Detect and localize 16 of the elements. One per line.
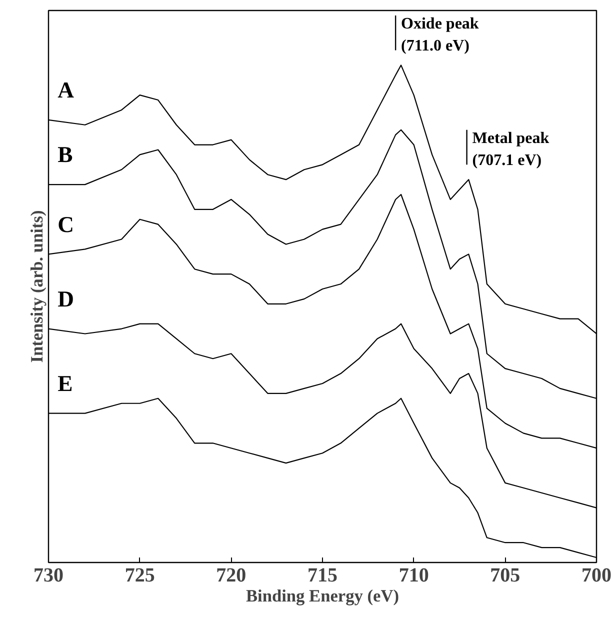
ref-line-label: Oxide peak (711.0 eV) — [401, 15, 479, 55]
ref-line-label: Metal peak (707.1 eV) — [472, 130, 550, 169]
x-axis-title: Binding Energy (eV) — [246, 586, 400, 606]
y-axis-title: Intensity (arb. units) — [28, 210, 46, 363]
x-tick-label: 705 — [490, 564, 520, 586]
series-label: D — [58, 286, 74, 312]
series-label: B — [58, 142, 73, 168]
series-label: E — [58, 370, 73, 396]
x-tick-label: 720 — [216, 564, 246, 586]
x-tick-label: 730 — [34, 564, 64, 586]
x-tick-label: 715 — [308, 564, 338, 586]
x-tick-label: 710 — [398, 564, 429, 586]
x-tick-label: 700 — [582, 564, 612, 586]
x-tick-label: 725 — [124, 564, 155, 586]
series-label: C — [58, 212, 74, 237]
series-label: A — [58, 78, 75, 102]
